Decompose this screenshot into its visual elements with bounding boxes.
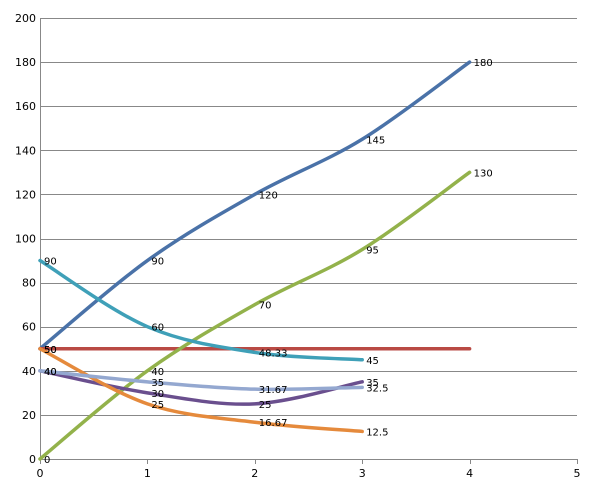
series-lines bbox=[38, 60, 472, 461]
data-label: 95 bbox=[366, 246, 379, 257]
data-label: 40 bbox=[44, 367, 57, 378]
data-label: 16.67 bbox=[259, 418, 288, 429]
series-line bbox=[38, 170, 472, 461]
data-label: 120 bbox=[259, 190, 278, 201]
series-line bbox=[38, 369, 364, 406]
y-tick-label: 0 bbox=[29, 453, 36, 466]
y-axis-tick-labels: 0 20 40 60 80 100 120 140 160 180 200 bbox=[15, 12, 36, 466]
y-tick-label: 180 bbox=[15, 56, 36, 69]
data-label: 40 bbox=[151, 367, 164, 378]
series-line bbox=[38, 258, 364, 362]
series-line bbox=[38, 60, 472, 351]
data-label: 25 bbox=[151, 400, 164, 411]
y-tick-label: 80 bbox=[22, 277, 36, 290]
data-label: 12.5 bbox=[366, 427, 388, 438]
x-tick-label: 1 bbox=[144, 467, 151, 480]
data-labels: 5090120145180040709513040302535906048.33… bbox=[44, 58, 493, 466]
series-line bbox=[38, 347, 364, 434]
y-tick-label: 20 bbox=[22, 409, 36, 422]
x-tick-label: 4 bbox=[466, 467, 473, 480]
data-label: 90 bbox=[44, 257, 57, 268]
data-label: 50 bbox=[44, 345, 57, 356]
data-label: 60 bbox=[151, 323, 164, 334]
data-label: 90 bbox=[151, 257, 164, 268]
x-tick-label: 0 bbox=[37, 467, 44, 480]
data-label: 145 bbox=[366, 135, 385, 146]
gridlines bbox=[40, 18, 577, 416]
data-label: 35 bbox=[151, 378, 164, 389]
y-tick-label: 100 bbox=[15, 233, 36, 246]
data-label: 45 bbox=[366, 356, 379, 367]
y-tick-label: 140 bbox=[15, 144, 36, 157]
y-tick-label: 200 bbox=[15, 12, 36, 25]
data-label: 70 bbox=[259, 301, 272, 312]
axes bbox=[40, 18, 578, 464]
x-tick-label: 5 bbox=[574, 467, 581, 480]
data-label: 35 bbox=[366, 378, 379, 389]
data-label: 130 bbox=[474, 168, 493, 179]
data-label: 31.67 bbox=[259, 385, 288, 396]
data-label: 48.33 bbox=[259, 348, 288, 359]
data-label: 25 bbox=[259, 400, 272, 411]
y-tick-label: 120 bbox=[15, 188, 36, 201]
y-tick-label: 40 bbox=[22, 365, 36, 378]
series-line bbox=[38, 369, 364, 392]
data-label: 40 bbox=[44, 367, 57, 378]
y-tick-label: 60 bbox=[22, 321, 36, 334]
x-tick-label: 2 bbox=[251, 467, 258, 480]
data-label: 30 bbox=[151, 389, 164, 400]
data-label: 180 bbox=[474, 58, 493, 69]
x-tick-label: 3 bbox=[359, 467, 366, 480]
data-label: 50 bbox=[44, 345, 57, 356]
x-axis-tick-labels: 0 1 2 3 4 5 bbox=[37, 467, 581, 480]
data-label: 0 bbox=[44, 455, 50, 466]
y-tick-label: 160 bbox=[15, 100, 36, 113]
data-label: 32.5 bbox=[366, 383, 388, 394]
